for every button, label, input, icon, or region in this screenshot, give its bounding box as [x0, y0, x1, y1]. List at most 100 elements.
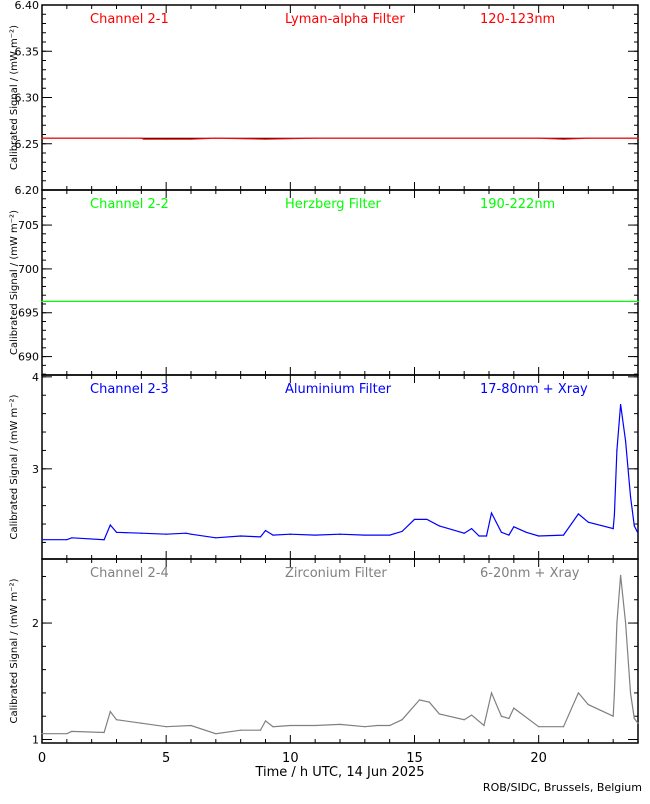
data-point	[612, 528, 614, 530]
data-point	[562, 138, 565, 140]
data-point	[538, 535, 540, 537]
y-tick-label: 6.35	[15, 45, 40, 58]
data-point	[289, 724, 291, 727]
y-tick-label: 705	[18, 219, 39, 232]
panel-title: Zirconium Filter	[285, 566, 387, 581]
data-point	[339, 533, 341, 535]
data-point	[314, 724, 316, 727]
data-point	[240, 729, 242, 731]
data-point	[190, 138, 192, 140]
panel-title: 6-20nm + Xray	[480, 566, 580, 581]
panel-title: Channel 2-2	[90, 197, 169, 212]
data-point	[259, 536, 262, 538]
data-point	[41, 539, 43, 541]
data-point	[490, 512, 493, 514]
data-point	[587, 703, 589, 706]
data-point	[115, 719, 118, 721]
data-point	[629, 692, 632, 694]
data-point	[633, 525, 635, 527]
data-point	[620, 403, 622, 406]
panel-title: Channel 2-3	[90, 382, 169, 397]
data-point	[165, 726, 167, 728]
y-tick-label: 6.20	[15, 184, 40, 197]
data-point	[637, 300, 639, 302]
y-tick-label: 3	[32, 463, 39, 476]
y-tick-label: 6.30	[15, 92, 40, 105]
y-tick-label: 6.40	[15, 0, 40, 12]
data-point	[463, 532, 465, 534]
data-point	[508, 717, 510, 720]
data-point	[66, 733, 68, 735]
data-point	[103, 731, 105, 734]
data-point	[264, 529, 267, 532]
data-point	[401, 719, 403, 721]
data-point	[637, 137, 639, 139]
x-axis-label: Time / h UTC, 14 Jun 2025	[255, 765, 425, 780]
x-tick-label: 0	[38, 751, 46, 766]
data-point	[587, 521, 589, 523]
panel-frame	[41, 189, 639, 376]
data-point	[613, 692, 616, 694]
data-point	[240, 535, 242, 537]
data-point	[165, 533, 167, 535]
y-axis-label: Calibrated Signal / (mW m⁻²)	[9, 394, 20, 539]
data-point	[616, 622, 618, 624]
data-point	[471, 714, 473, 716]
data-point	[483, 724, 485, 727]
data-point	[314, 137, 316, 139]
data-point	[71, 730, 73, 732]
data-point	[71, 537, 73, 539]
data-point	[215, 537, 217, 539]
series-line	[42, 137, 638, 140]
data-point	[508, 534, 510, 536]
y-tick-label: 4	[32, 371, 39, 384]
panel-title: Channel 2-1	[90, 12, 169, 27]
y-axis-label: Calibrated Signal / (mW m⁻²)	[9, 578, 20, 723]
data-point	[272, 726, 274, 728]
data-point	[66, 539, 68, 541]
data-point	[41, 137, 43, 139]
data-point	[451, 528, 453, 531]
data-point	[109, 710, 111, 713]
data-point	[478, 535, 480, 537]
data-point	[215, 137, 217, 139]
x-tick-label: 15	[406, 751, 423, 766]
data-point	[314, 534, 316, 536]
panel-frame	[41, 4, 639, 191]
data-point	[629, 495, 632, 498]
data-point	[525, 531, 527, 533]
data-point	[562, 726, 565, 728]
data-point	[401, 530, 403, 533]
data-point	[289, 533, 291, 535]
data-point	[413, 518, 416, 521]
data-point	[259, 729, 262, 731]
data-point	[438, 713, 440, 715]
data-point	[562, 534, 565, 536]
data-point	[633, 717, 635, 720]
series-line	[42, 404, 639, 541]
data-point	[490, 692, 493, 694]
panel-title: Lyman-alpha Filter	[285, 12, 405, 27]
data-point	[190, 533, 192, 535]
data-point	[165, 138, 167, 140]
panel-title: 190-222nm	[480, 197, 555, 212]
x-tick-label: 10	[282, 751, 299, 766]
data-point	[577, 513, 580, 515]
data-point	[485, 535, 488, 537]
data-point	[637, 532, 639, 534]
data-point	[463, 719, 465, 721]
data-point	[41, 733, 43, 735]
data-point	[215, 733, 217, 735]
data-point	[612, 715, 614, 717]
data-point	[41, 300, 43, 302]
data-point	[538, 137, 540, 139]
x-tick-label: 20	[530, 751, 547, 766]
data-point	[140, 722, 142, 724]
series-line	[42, 575, 639, 735]
data-point	[426, 518, 428, 521]
data-point	[389, 724, 391, 727]
data-point	[471, 528, 473, 530]
data-point	[428, 701, 430, 703]
